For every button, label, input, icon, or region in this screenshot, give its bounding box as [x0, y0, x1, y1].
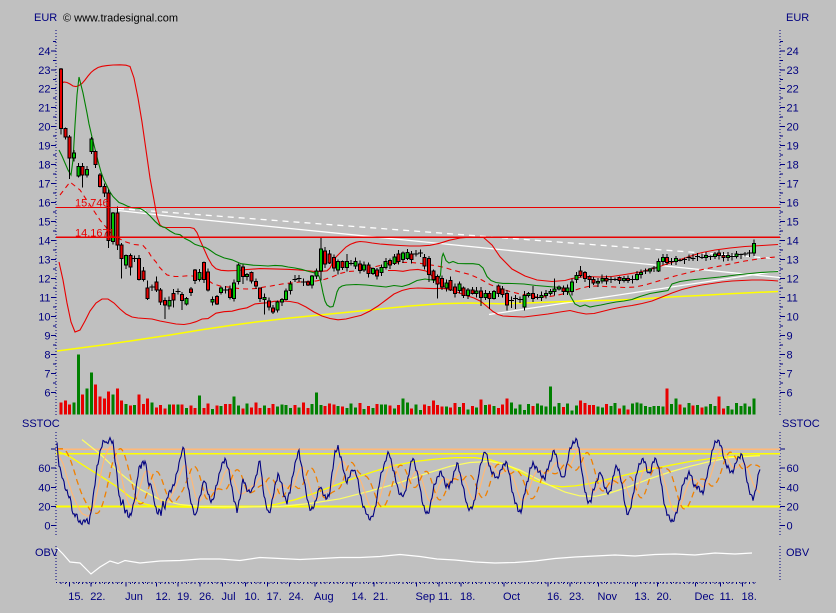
svg-text:21: 21	[38, 103, 50, 115]
svg-text:Aug: Aug	[314, 591, 334, 603]
svg-text:15: 15	[787, 217, 799, 229]
svg-text:OBV: OBV	[786, 547, 810, 559]
svg-text:Jul: Jul	[222, 591, 236, 603]
svg-text:8: 8	[44, 349, 50, 361]
svg-text:23: 23	[787, 65, 799, 77]
svg-text:20: 20	[38, 122, 50, 134]
svg-text:14: 14	[787, 236, 799, 248]
svg-text:17.: 17.	[267, 591, 282, 603]
svg-text:14.1671: 14.1671	[75, 227, 115, 239]
svg-text:21.: 21.	[373, 591, 388, 603]
svg-text:19: 19	[787, 141, 799, 153]
svg-text:6: 6	[44, 387, 50, 399]
svg-text:Oct: Oct	[503, 591, 520, 603]
svg-text:0: 0	[44, 521, 50, 533]
svg-text:14.: 14.	[352, 591, 367, 603]
svg-text:Jun: Jun	[125, 591, 143, 603]
svg-text:9: 9	[787, 330, 793, 342]
svg-text:8: 8	[787, 349, 793, 361]
svg-text:7: 7	[787, 368, 793, 380]
svg-text:SSTOC: SSTOC	[22, 418, 60, 430]
svg-text:12.: 12.	[156, 591, 171, 603]
svg-text:60: 60	[787, 463, 799, 475]
svg-text:16.: 16.	[547, 591, 562, 603]
svg-text:24.: 24.	[289, 591, 304, 603]
svg-text:EUR: EUR	[786, 12, 809, 24]
svg-text:OBV: OBV	[35, 547, 59, 559]
svg-text:19.: 19.	[177, 591, 192, 603]
svg-text:SSTOC: SSTOC	[782, 418, 820, 430]
svg-text:14: 14	[38, 236, 50, 248]
svg-text:Dec: Dec	[695, 591, 715, 603]
svg-text:9: 9	[44, 330, 50, 342]
svg-text:6: 6	[787, 387, 793, 399]
svg-text:40: 40	[38, 482, 50, 494]
svg-text:22: 22	[38, 84, 50, 96]
svg-text:13: 13	[787, 255, 799, 267]
svg-text:24: 24	[38, 46, 50, 58]
svg-text:12: 12	[787, 273, 799, 285]
svg-text:17: 17	[38, 179, 50, 191]
svg-text:23: 23	[38, 65, 50, 77]
svg-text:15: 15	[38, 217, 50, 229]
svg-text:20.: 20.	[657, 591, 672, 603]
svg-text:18.: 18.	[460, 591, 475, 603]
svg-text:19: 19	[38, 141, 50, 153]
svg-text:13.: 13.	[635, 591, 650, 603]
svg-text:10.: 10.	[245, 591, 260, 603]
svg-text:15.: 15.	[68, 591, 83, 603]
svg-text:Nov: Nov	[598, 591, 618, 603]
svg-text:60: 60	[38, 463, 50, 475]
svg-text:20: 20	[787, 122, 799, 134]
svg-text:22: 22	[787, 84, 799, 96]
svg-text:11: 11	[39, 292, 50, 304]
svg-text:10: 10	[38, 311, 50, 323]
svg-text:40: 40	[787, 482, 799, 494]
svg-text:20: 20	[787, 501, 799, 513]
svg-text:23.: 23.	[569, 591, 584, 603]
svg-text:18: 18	[787, 160, 799, 172]
svg-text:12: 12	[38, 273, 50, 285]
svg-text:11.: 11.	[438, 591, 452, 603]
svg-text:18.: 18.	[742, 591, 757, 603]
svg-text:17: 17	[787, 179, 799, 191]
svg-text:21: 21	[787, 103, 799, 115]
svg-text:0: 0	[787, 521, 793, 533]
svg-text:11.: 11.	[720, 591, 734, 603]
svg-text:10: 10	[787, 311, 799, 323]
svg-text:7: 7	[44, 368, 50, 380]
svg-text:EUR: EUR	[34, 12, 57, 24]
svg-text:20: 20	[38, 501, 50, 513]
svg-text:26.: 26.	[199, 591, 214, 603]
svg-text:© www.tradesignal.com: © www.tradesignal.com	[63, 13, 178, 25]
svg-text:11: 11	[787, 292, 798, 304]
svg-text:16: 16	[38, 198, 50, 210]
svg-text:16: 16	[787, 198, 799, 210]
svg-text:18: 18	[38, 160, 50, 172]
svg-text:22.: 22.	[90, 591, 105, 603]
svg-text:Sep: Sep	[416, 591, 436, 603]
svg-text:13: 13	[38, 255, 50, 267]
svg-text:15.746: 15.746	[75, 197, 109, 209]
svg-text:24: 24	[787, 46, 799, 58]
